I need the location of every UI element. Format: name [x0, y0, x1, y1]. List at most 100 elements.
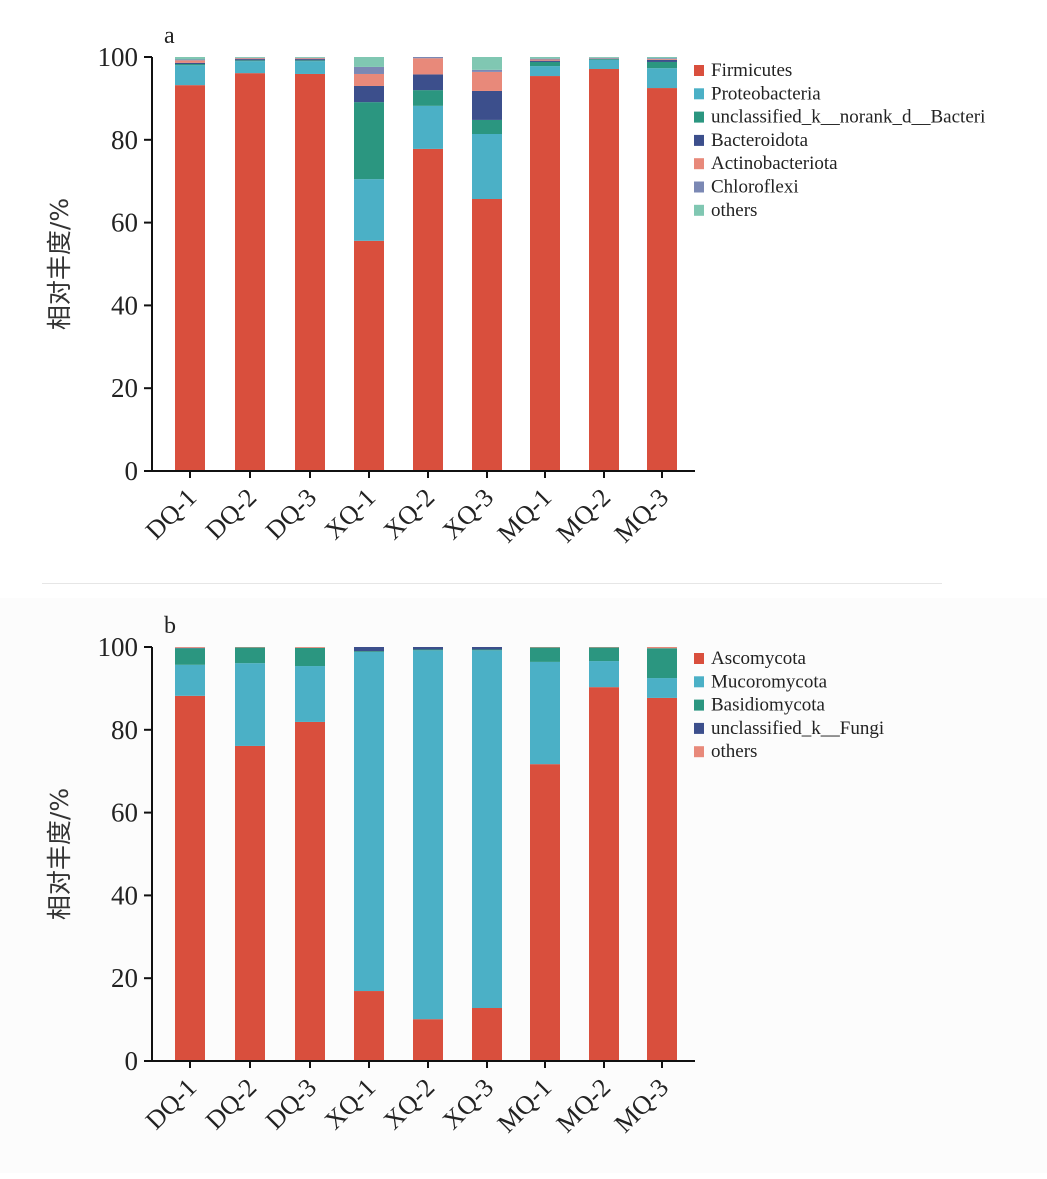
legend-swatch: [694, 204, 704, 216]
bar-segment-xq-1-3: [354, 647, 384, 652]
bar-segment-xq-2-0: [413, 1019, 443, 1061]
legend-label: others: [711, 200, 757, 221]
bar-segment-dq-1-5: [175, 59, 205, 61]
bar-segment-xq-1-2: [354, 651, 384, 652]
bar-segment-dq-3-4: [295, 58, 325, 60]
legend-swatch: [694, 158, 704, 170]
bar-segment-dq-2-2: [235, 647, 265, 664]
bar-segment-xq-1-0: [354, 240, 384, 471]
y-tick-label: 40: [111, 290, 138, 320]
x-tick-label: XQ-2: [378, 1073, 440, 1135]
bar-segment-xq-3-0: [472, 1008, 502, 1061]
bar-segment-mq-2-0: [589, 69, 619, 472]
bar-segment-dq-3-2: [295, 60, 325, 62]
bar-segment-xq-2-1: [413, 105, 443, 149]
bar-segment-mq-2-0: [589, 687, 619, 1061]
bar-segment-mq-1-5: [530, 58, 560, 60]
bar-segment-dq-2-2: [235, 60, 265, 62]
bar-segment-mq-2-1: [589, 661, 619, 688]
bar-segment-dq-1-0: [175, 85, 205, 471]
bar-segment-xq-2-2: [413, 649, 443, 651]
chart-b: b 相对丰度/% 0 20 40 60 80 100 DQ-1DQ-2DQ-3XQ-1XQ-2X…: [45, 613, 884, 1138]
legend-label: Chloroflexi: [711, 177, 799, 198]
bar-segment-xq-1-6: [354, 57, 384, 67]
bar-segment-mq-2-6: [589, 57, 619, 58]
panel-divider: [42, 583, 942, 584]
bar-segment-dq-1-0: [175, 695, 205, 1061]
bar-segment-dq-1-1: [175, 664, 205, 696]
panel-letter: b: [164, 613, 176, 639]
bar-segment-mq-1-1: [530, 66, 560, 77]
x-tick-label: XQ-3: [437, 1073, 499, 1135]
y-tick-label: 0: [125, 456, 139, 486]
legend-swatch: [694, 746, 704, 758]
bar-segment-mq-3-5: [647, 58, 677, 60]
bar-segment-xq-3-1: [472, 134, 502, 200]
bar-segment-mq-2-2: [589, 59, 619, 60]
bar-segment-xq-3-5: [472, 69, 502, 72]
x-tick-label: XQ-1: [319, 483, 381, 545]
legend-label: Basidiomycota: [711, 695, 826, 716]
bar-segment-xq-2-4: [413, 58, 443, 75]
bar-segment-xq-2-1: [413, 650, 443, 1020]
panel-letter: a: [164, 23, 175, 49]
bar-segment-xq-3-3: [472, 90, 502, 120]
x-tick-label: DQ-1: [140, 483, 202, 545]
bar-segment-mq-3-2: [647, 648, 677, 679]
bar-segment-mq-3-0: [647, 88, 677, 472]
legend-label: unclassified_k__Fungi: [711, 718, 884, 739]
panel-b: b 相对丰度/% 0 20 40 60 80 100 DQ-1 DQ-2 DQ-3 XQ-1 XQ-2 X…: [0, 598, 1047, 1173]
legend-swatch: [694, 699, 704, 711]
bar-segment-dq-1-3: [175, 62, 205, 65]
bar-segment-xq-3-2: [472, 649, 502, 651]
bar-segment-xq-3-6: [472, 57, 502, 70]
y-tick-label: 40: [111, 880, 138, 910]
bar-segment-xq-1-2: [354, 102, 384, 180]
bar-segment-mq-3-1: [647, 68, 677, 89]
legend-swatch: [694, 722, 704, 734]
x-tick-label: DQ-3: [260, 1073, 322, 1135]
bar-segment-dq-2-6: [235, 57, 265, 58]
bar-segment-mq-1-6: [530, 57, 560, 59]
bar-segment-dq-2-1: [235, 663, 265, 746]
bar-segment-mq-2-2: [589, 647, 619, 662]
y-tick-label: 100: [98, 42, 139, 72]
legend-label: Mucoromycota: [711, 671, 828, 692]
bar-segment-mq-3-6: [647, 57, 677, 59]
bar-segment-dq-1-4: [175, 647, 205, 648]
bar-segment-dq-2-3: [235, 59, 265, 61]
y-axis-label: 相对丰度/%: [45, 788, 74, 920]
y-tick-label: 20: [111, 373, 138, 403]
x-tick-label: MQ-3: [609, 1073, 674, 1138]
bar-segment-mq-3-1: [647, 678, 677, 698]
legend-swatch: [694, 181, 704, 193]
legend-label: Actinobacteriota: [711, 153, 838, 174]
legend-label: unclassified_k__norank_d__Bacteri: [711, 107, 985, 128]
bar-segment-mq-3-3: [647, 59, 677, 62]
bar-segment-mq-3-0: [647, 697, 677, 1061]
legend-swatch: [694, 653, 704, 664]
legend-label: Ascomycota: [711, 648, 807, 669]
bar-segment-xq-1-1: [354, 179, 384, 241]
bar-segment-dq-1-1: [175, 65, 205, 86]
bar-segment-xq-1-4: [354, 73, 384, 86]
y-tick-label: 100: [98, 632, 139, 662]
bar-segment-xq-2-3: [413, 74, 443, 91]
bar-segment-mq-1-1: [530, 661, 560, 765]
bar-segment-mq-1-0: [530, 76, 560, 471]
bar-segment-xq-3-1: [472, 650, 502, 1009]
y-tick-label: 0: [125, 1046, 139, 1076]
bar-segment-dq-1-2: [175, 648, 205, 665]
y-axis-label: 相对丰度/%: [45, 198, 74, 330]
x-tick-label: MQ-1: [492, 483, 557, 548]
x-tick-label: MQ-2: [551, 483, 616, 548]
bar-segment-dq-2-4: [235, 58, 265, 60]
x-tick-label: MQ-1: [492, 1073, 557, 1138]
bar-segment-xq-3-2: [472, 119, 502, 135]
legend-label: Bacteroidota: [711, 130, 809, 151]
y-tick-label: 80: [111, 715, 138, 745]
bar-segment-xq-3-3: [472, 647, 502, 650]
legend-swatch: [694, 65, 704, 76]
bar-segment-mq-1-0: [530, 764, 560, 1061]
bar-segment-dq-3-0: [295, 73, 325, 471]
